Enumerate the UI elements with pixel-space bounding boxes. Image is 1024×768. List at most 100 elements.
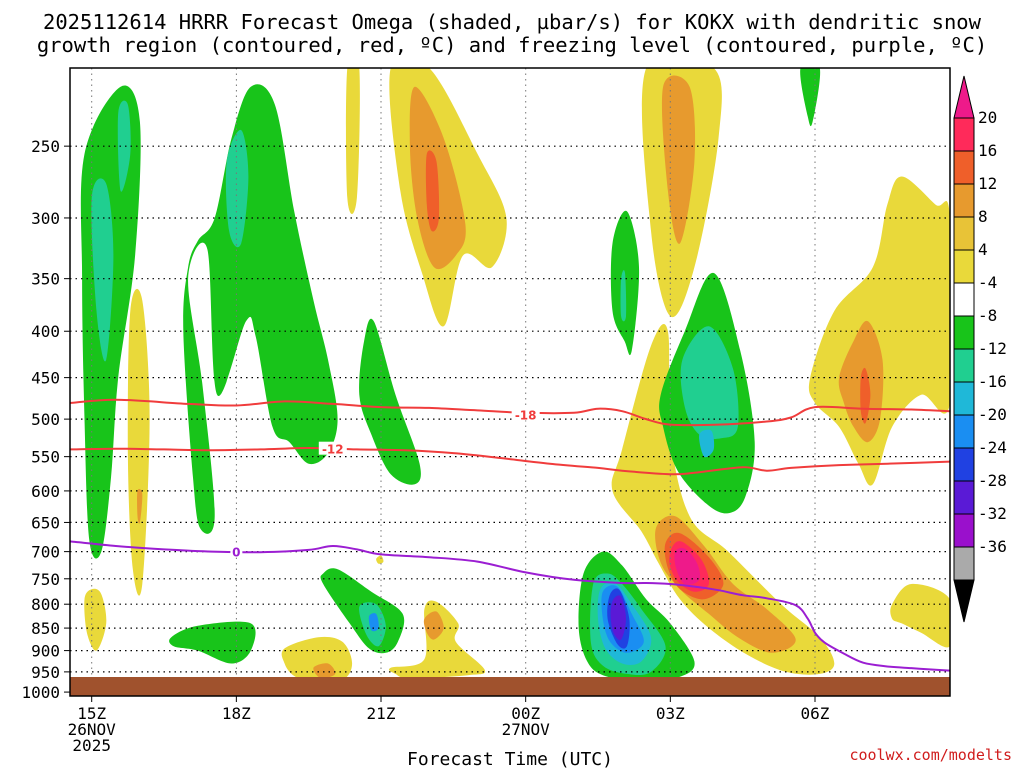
freezing-level-contour-label-bg [230, 544, 243, 558]
blob-purple-26z-low [610, 595, 626, 641]
colorbar-label: 20 [978, 108, 997, 127]
colorbar-swatch [953, 447, 975, 482]
y-tick-label: 800 [31, 595, 60, 614]
temperature-contours: -18 -12 0 [69, 398, 951, 672]
blob-yellow-32z-low [890, 583, 950, 648]
x-tick-label: 03Z [656, 704, 685, 723]
y-tick-label: 650 [31, 513, 60, 532]
x-tick-label: 18Z [222, 704, 251, 723]
y-tick-label: 400 [31, 322, 60, 341]
blob-teal-15z-top [117, 100, 131, 192]
blob-green-17z-low [169, 621, 256, 664]
colorbar-label: -8 [978, 306, 997, 325]
colorbar-swatch [953, 282, 975, 317]
blob-green-21z [359, 318, 421, 485]
plot-frame [69, 67, 951, 697]
colorbar-label: -20 [978, 405, 1007, 424]
dgz-contour-0-label: -18 [515, 408, 537, 422]
dgz-contour-1-label-bg [318, 441, 347, 455]
colorbar-swatch [953, 513, 975, 548]
y-tick-label: 850 [31, 619, 60, 638]
blob-teal-18z [225, 129, 249, 248]
colorbar-label: 4 [978, 240, 988, 259]
y-tick-label: 300 [31, 209, 60, 228]
colorbar-label: -24 [978, 438, 1007, 457]
y-tick-label: 250 [31, 137, 60, 156]
colorbar-label: -32 [978, 504, 1007, 523]
colorbar-swatch [953, 183, 975, 218]
dgz-contour-1-label: -12 [322, 443, 344, 457]
blob-green-30z-top [800, 68, 821, 127]
y-tick-label: 600 [31, 482, 60, 501]
x-tick-label: 26NOV [68, 720, 117, 739]
y-tick-label: 1000 [21, 683, 60, 702]
blob-orange2-22z [425, 150, 440, 232]
y-tick-label: 900 [31, 642, 60, 661]
colorbar-swatch [953, 381, 975, 416]
colorbar-label: 12 [978, 174, 997, 193]
chart-title-line1: 2025112614 HRRR Forecast Omega (shaded, … [43, 10, 982, 34]
blob-yellow-19z-low [281, 636, 353, 683]
blob-yellow-21z-spot [376, 555, 384, 564]
colorbar-swatch [953, 546, 975, 581]
blob-yellow-15z-low [84, 588, 107, 651]
colorbar-swatch [953, 414, 975, 449]
colorbar-swatch [953, 315, 975, 350]
colorbar-swatch [953, 348, 975, 383]
freezing-level-contour-label: 0 [232, 546, 240, 560]
y-tick-label: 550 [31, 448, 60, 467]
chart-title-line2: growth region (contoured, red, ºC) and f… [37, 33, 987, 57]
dgz-contour-0-label-bg [511, 407, 540, 421]
freezing-level-contour [69, 540, 951, 672]
surface-bar [70, 677, 950, 696]
y-tick-label: 950 [31, 663, 60, 682]
y-tick-label: 500 [31, 410, 60, 429]
blob-blue-20z-low [368, 613, 379, 632]
blob-yellow-22z-low [388, 600, 486, 679]
x-tick-label: 2025 [72, 736, 111, 755]
credit-text: coolwx.com/modelts [849, 746, 1012, 764]
x-tick-label: 21Z [367, 704, 396, 723]
colorbar-label: 8 [978, 207, 988, 226]
blob-magenta-27z [674, 547, 701, 585]
dgz-contour-1 [69, 446, 951, 476]
blob-orange-22z-low [423, 611, 444, 640]
blob-yellow-16z-col [127, 288, 150, 596]
y-tick-label: 750 [31, 570, 60, 589]
blob-teal-25z-mid [620, 270, 627, 322]
colorbar-swatch [953, 117, 975, 152]
colorbar-bottom-arrow [953, 579, 975, 623]
colorbar-label: -16 [978, 372, 1007, 391]
colorbar-swatch [953, 249, 975, 284]
x-axis-title: Forecast Time (UTC) [407, 749, 613, 768]
omega-shading [80, 68, 950, 683]
blob-lblue-27z [699, 429, 715, 458]
colorbar-label: -28 [978, 471, 1007, 490]
blob-yellow-20z-top [345, 68, 360, 214]
colorbar-swatch [953, 480, 975, 515]
colorbar: 20 16 12 8 4 -4 -8 -12 -16 -20 -24 -28 -32 -36 [953, 75, 1007, 623]
colorbar-swatch [953, 150, 975, 185]
y-tick-label: 450 [31, 369, 60, 388]
x-tick-label: 27NOV [502, 720, 551, 739]
colorbar-label: -12 [978, 339, 1007, 358]
colorbar-label: 16 [978, 141, 997, 160]
blob-orange-19z-low [313, 663, 336, 679]
y-tick-label: 700 [31, 543, 60, 562]
colorbar-label: -4 [978, 273, 997, 292]
colorbar-label: -36 [978, 537, 1007, 556]
blob-teal-28z [680, 326, 739, 440]
y-tick-label: 350 [31, 270, 60, 289]
y-axis: 250 300 350 400 450 500 550 600 650 700 750 800 850 9… [21, 137, 70, 702]
colorbar-top-arrow [953, 75, 975, 119]
colorbar-swatch [953, 216, 975, 251]
x-tick-label: 06Z [801, 704, 830, 723]
dgz-contour-0 [69, 398, 951, 427]
blob-teal-15z [91, 178, 114, 362]
blob-orange-16z-col [137, 488, 143, 524]
x-tick-label: 15Z [77, 704, 106, 723]
blob-green-17z [183, 84, 338, 534]
x-tick-label: 00Z [511, 704, 540, 723]
